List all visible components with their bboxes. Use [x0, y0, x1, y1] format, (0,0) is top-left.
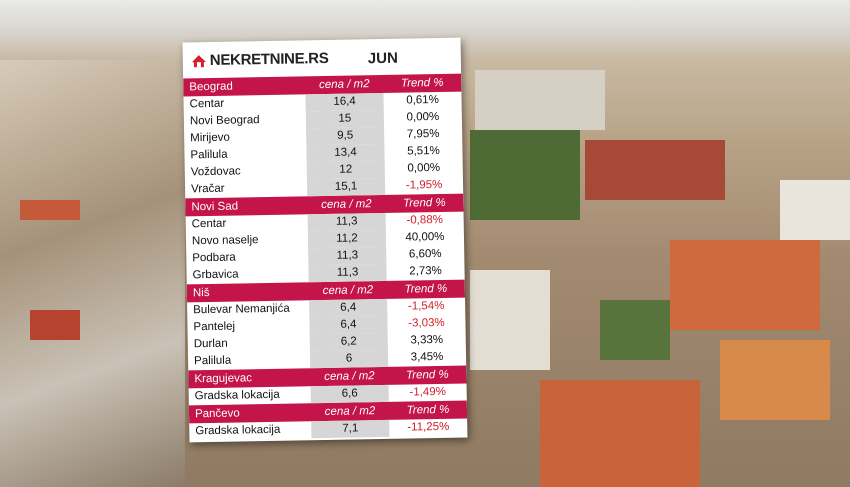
city-name: Pančevo: [194, 407, 240, 421]
table-row: Gradska lokacija 7,1 -11,25%: [189, 419, 467, 441]
column-header: cena / m2: [324, 405, 376, 419]
price-card: NEKRETNINE.RS JUN Beograd cena / m2 Trend …: [182, 37, 468, 443]
price-table: Beograd cena / m2 Trend % Centar 16,4 0,61% No…: [183, 73, 468, 441]
price: 6,2: [309, 332, 388, 352]
price: 15,1: [306, 177, 386, 197]
location: Novo naselje: [191, 234, 259, 248]
city-name: Novi Sad: [191, 200, 239, 214]
trend: 0,00%: [407, 161, 441, 175]
location: Novi Beograd: [189, 114, 260, 128]
location: Palilula: [193, 354, 232, 368]
price: 13,4: [306, 143, 385, 163]
trend: -0,88%: [406, 213, 443, 227]
location: Podbara: [192, 251, 236, 265]
trend: -3,03%: [408, 316, 445, 330]
price: 6,4: [309, 315, 388, 335]
location: Durlan: [193, 337, 228, 351]
city-name: Beograd: [189, 80, 233, 94]
column-header: cena / m2: [322, 284, 374, 298]
trend: -11,25%: [407, 420, 450, 434]
trend: 6,60%: [408, 247, 442, 261]
column-header: cena / m2: [324, 370, 375, 384]
month: JUN: [367, 49, 399, 68]
location: Bulevar Nemanjića: [193, 302, 290, 317]
city-name: Kragujevac: [194, 372, 253, 386]
logo: NEKRETNINE.RS: [191, 50, 329, 69]
price: 11,3: [308, 246, 387, 266]
price: 15: [305, 109, 385, 129]
trend: 0,61%: [406, 93, 439, 107]
column-header: Trend %: [400, 76, 444, 90]
column-header: Trend %: [402, 196, 446, 210]
column-header: Trend %: [406, 403, 450, 417]
price: 6,4: [309, 298, 388, 318]
location: Gradska lokacija: [195, 423, 281, 438]
trend: 7,95%: [406, 127, 440, 141]
price: 9,5: [306, 126, 385, 146]
location: Voždovac: [190, 165, 241, 179]
location: Mirijevo: [190, 131, 230, 145]
column-header: Trend %: [404, 282, 448, 296]
location: Grbavica: [192, 268, 239, 282]
trend: 2,73%: [409, 264, 442, 278]
price: 6: [309, 349, 389, 369]
trend: -1,49%: [409, 385, 446, 399]
logo-icon: [191, 54, 206, 67]
trend: 0,00%: [406, 110, 440, 124]
location: Vračar: [190, 182, 225, 196]
column-header: cena / m2: [318, 78, 370, 92]
location: Centar: [191, 217, 227, 231]
price: 11,3: [308, 263, 387, 283]
location: Centar: [189, 97, 225, 111]
trend: 3,45%: [410, 350, 444, 364]
trend: -1,54%: [407, 299, 445, 313]
logo-text: NEKRETNINE.RS: [209, 49, 329, 69]
price: 7,1: [311, 419, 390, 439]
trend: 3,33%: [410, 333, 444, 347]
price: 12: [306, 160, 385, 180]
price: 16,4: [305, 92, 384, 112]
trend: -1,95%: [405, 178, 443, 192]
location: Gradska lokacija: [194, 388, 280, 403]
column-header: Trend %: [405, 368, 449, 382]
location: Pantelej: [193, 320, 236, 334]
column-header: cena / m2: [321, 198, 372, 212]
trend: 40,00%: [405, 230, 445, 244]
location: Palilula: [190, 148, 228, 162]
price: 11,2: [307, 229, 387, 249]
price: 6,6: [310, 384, 389, 404]
trend: 5,51%: [407, 144, 440, 158]
price: 11,3: [307, 212, 386, 232]
city-name: Niš: [192, 287, 210, 300]
